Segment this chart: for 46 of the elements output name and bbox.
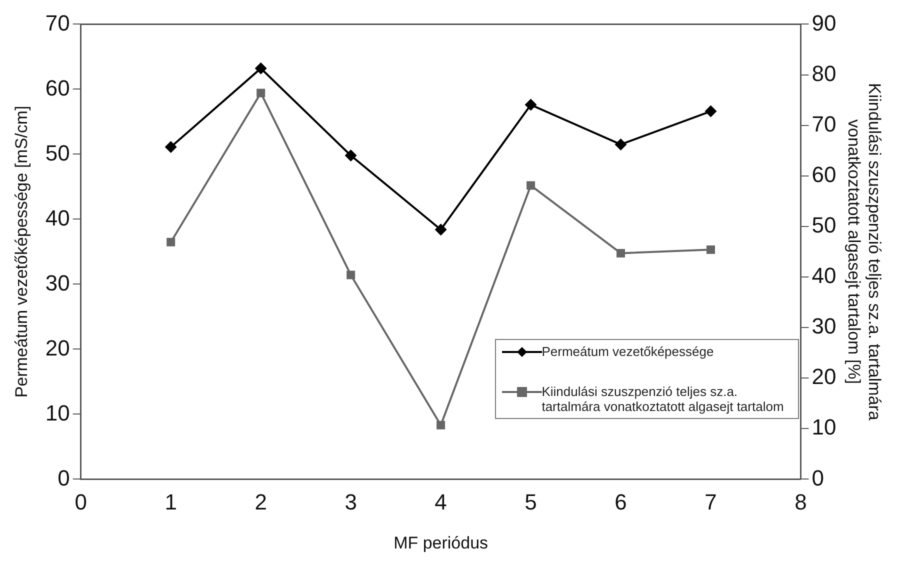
y2-axis-title: Kiindulási szuszpenzió teljes sz.a. tartalmára vonatkoztatott algasejt tartalom [%] [844,83,884,421]
y2-tick-label: 80 [812,60,836,86]
y-tick-label: 0 [58,465,70,490]
y-axis-title: Permeátum vezetőképessége [mS/cm] [12,106,31,398]
point [434,224,447,236]
point [524,98,537,111]
x-axis-title: MF periódus [394,533,488,552]
x-tick-label: 1 [164,489,177,514]
point [704,105,717,118]
point [616,248,626,258]
point [706,245,715,254]
y-tick-label: 50 [45,140,70,166]
y-tick-label: 20 [45,335,70,360]
point [346,270,356,280]
y-tick-label: 70 [45,10,70,36]
y-tick-label: 10 [45,400,70,426]
y2-tick-label: 10 [812,414,836,440]
legend-label: Kiindulási szuszpenzió teljes sz.a. tartalmára vonatkoztatott algasejt tartalom [542,384,785,414]
point [526,181,536,190]
point [164,141,177,154]
y-tick-label: 40 [45,205,70,230]
legend-label: Permeátum vezetőképessége [542,344,714,360]
y-tick-label: 30 [45,270,70,296]
point [256,88,266,98]
x-tick-label: 4 [434,489,447,514]
y2-tick-label: 20 [812,364,836,390]
y2-tick-label: 60 [812,162,836,187]
y2-tick-label: 0 [812,465,824,490]
point [436,420,446,430]
x-tick-label: 8 [794,489,807,514]
point [344,150,357,162]
x-tick-label: 7 [704,489,717,514]
y2-tick-label: 30 [812,314,836,339]
y2-tick-label: 70 [812,111,836,136]
x-tick-label: 0 [74,489,87,514]
y2-tick-label: 90 [812,10,836,36]
y-tick-label: 60 [45,75,70,100]
x-tick-label: 3 [344,489,357,514]
x-tick-label: 6 [614,489,627,514]
y2-tick-label: 40 [812,263,836,288]
point [614,138,627,150]
y2-tick-label: 50 [812,212,836,238]
point [166,238,176,246]
x-tick-label: 5 [524,489,537,514]
point [254,62,267,74]
x-tick-label: 2 [254,489,267,514]
